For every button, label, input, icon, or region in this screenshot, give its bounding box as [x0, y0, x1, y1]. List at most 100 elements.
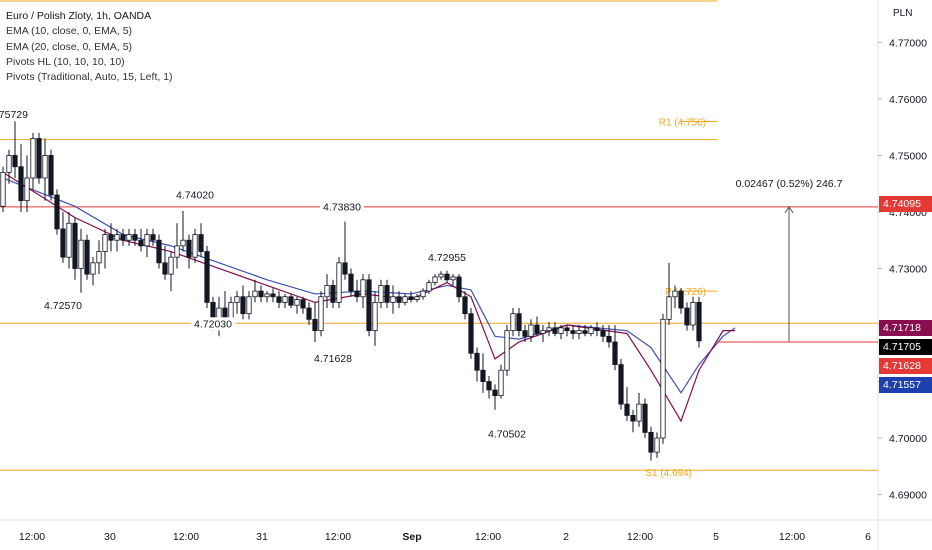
legend-ema20[interactable]: EMA (20, close, 0, EMA, 5): [6, 40, 133, 53]
candle-body: [306, 307, 312, 320]
candle-body: [192, 234, 198, 258]
candle-body: [684, 307, 690, 326]
candle-body: [336, 262, 342, 303]
candle-body: [156, 239, 162, 264]
candle-body: [636, 403, 642, 422]
price-badge-ema10: 4.71718: [879, 320, 932, 336]
price-badge-red-line: 4.74095: [879, 196, 932, 212]
candle-body: [102, 234, 108, 252]
candle-body: [612, 341, 618, 365]
time-axis-label: Sep: [402, 531, 421, 543]
candle-body: [318, 296, 324, 332]
candle-body: [120, 234, 126, 241]
time-axis-label: 2: [563, 531, 569, 543]
time-axis-label: 12:00: [475, 531, 501, 543]
candle-body: [426, 282, 432, 292]
price-tick-label: 4.76000: [889, 94, 927, 106]
candle-body: [246, 296, 252, 315]
candle-body: [6, 155, 12, 173]
candle-body: [360, 279, 366, 298]
legend-pivots-hl[interactable]: Pivots HL (10, 10, 10, 10): [6, 55, 125, 68]
candle-body: [174, 245, 180, 258]
candle-body: [420, 290, 426, 298]
candle-body: [126, 234, 132, 241]
candle-body: [630, 415, 636, 422]
candle-body: [444, 273, 450, 281]
candle-body: [54, 194, 60, 230]
candle-body: [150, 234, 156, 241]
candle-body: [408, 296, 414, 300]
candle-body: [60, 228, 66, 258]
candle-body: [108, 234, 114, 241]
candle-body: [342, 262, 348, 275]
time-axis-label: 12:00: [19, 531, 45, 543]
candle-body: [354, 290, 360, 298]
candle-body: [672, 290, 678, 298]
pivot-label-bg: [485, 427, 529, 441]
candle-body: [462, 296, 468, 315]
time-axis-label: 31: [256, 531, 268, 543]
candle-body: [42, 155, 48, 179]
candle-body: [84, 239, 90, 275]
candle-body: [234, 296, 240, 303]
legend-pivots[interactable]: Pivots (Traditional, Auto, 15, Left, 1): [6, 71, 173, 84]
price-axis-currency: PLN: [893, 8, 913, 19]
candle-body: [186, 239, 192, 258]
candle-body: [132, 234, 138, 241]
candle-body: [606, 335, 612, 343]
pivot-hl-label: 4.75729: [0, 109, 28, 121]
candle-body: [504, 330, 510, 371]
candle-body: [204, 251, 210, 303]
pivot-hl-label: 4.72570: [44, 300, 82, 312]
price-badge-pivot-low: 4.71628: [879, 358, 932, 374]
candle-body: [162, 262, 168, 275]
pivot-hl-label: 4.72955: [428, 252, 466, 264]
candle-body: [78, 239, 84, 269]
candle-body: [582, 330, 588, 334]
candle-body: [288, 296, 294, 306]
candle-body: [570, 330, 576, 334]
candle-body: [666, 296, 672, 320]
candle-body: [372, 301, 378, 332]
candle-body: [36, 138, 42, 179]
candle-body: [258, 290, 264, 298]
candle-body: [294, 299, 300, 306]
candle-body: [516, 313, 522, 332]
candle-body: [402, 296, 408, 303]
candle-body: [540, 330, 546, 334]
candle-body: [522, 330, 528, 337]
candle-body: [480, 369, 486, 382]
candle-body: [624, 403, 630, 416]
candle-body: [300, 299, 306, 309]
candle-body: [228, 301, 234, 320]
candle-body: [270, 293, 276, 298]
candle-body: [456, 276, 462, 298]
candle-body: [546, 327, 552, 332]
candle-body: [510, 313, 516, 332]
candle-body: [12, 155, 18, 168]
time-axis-label: 12:00: [779, 531, 805, 543]
time-axis-label: 12:00: [627, 531, 653, 543]
pivot-hl-label: 4.71628: [314, 353, 352, 365]
candle-body: [324, 285, 330, 298]
candle-body: [618, 364, 624, 405]
pivot-label-bg: [191, 317, 235, 331]
candle-body: [180, 239, 186, 247]
legend-symbol-title[interactable]: Euro / Polish Zloty, 1h, OANDA: [6, 10, 152, 22]
legend-ema10[interactable]: EMA (10, close, 0, EMA, 5): [6, 25, 133, 38]
candle-body: [528, 324, 534, 337]
candle-body: [594, 327, 600, 332]
candle-body: [642, 403, 648, 433]
candle-body: [558, 327, 564, 334]
candle-body: [72, 222, 78, 269]
candle-body: [690, 301, 696, 326]
measure-arrow-icon: [784, 205, 794, 214]
candle-body: [276, 296, 282, 303]
candle-body: [396, 296, 402, 303]
price-tick-label: 4.77000: [889, 37, 927, 49]
pivot-r1-label: R1 (4.756): [659, 118, 706, 129]
candle-body: [264, 293, 270, 298]
pivot-label-bg: [41, 299, 85, 312]
